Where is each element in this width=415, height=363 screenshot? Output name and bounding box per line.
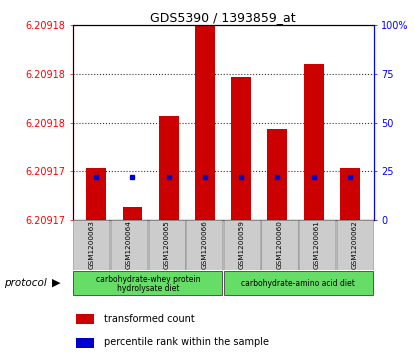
Bar xyxy=(340,168,360,220)
FancyBboxPatch shape xyxy=(224,220,260,270)
Text: percentile rank within the sample: percentile rank within the sample xyxy=(104,337,269,347)
FancyBboxPatch shape xyxy=(149,220,185,270)
Text: protocol: protocol xyxy=(4,278,47,288)
Text: GSM1200065: GSM1200065 xyxy=(164,221,170,269)
Text: GSM1200062: GSM1200062 xyxy=(352,221,358,269)
Bar xyxy=(195,25,215,220)
Text: carbohydrate-whey protein: carbohydrate-whey protein xyxy=(95,275,200,284)
Text: GSM1200059: GSM1200059 xyxy=(239,221,245,269)
Text: GSM1200060: GSM1200060 xyxy=(276,221,283,269)
FancyBboxPatch shape xyxy=(224,271,373,295)
Bar xyxy=(267,129,287,220)
Text: carbohydrate-amino acid diet: carbohydrate-amino acid diet xyxy=(242,279,355,287)
FancyBboxPatch shape xyxy=(111,220,147,270)
FancyBboxPatch shape xyxy=(299,220,335,270)
Text: GSM1200066: GSM1200066 xyxy=(201,221,207,269)
Bar xyxy=(76,314,94,324)
FancyBboxPatch shape xyxy=(337,220,373,270)
Text: transformed count: transformed count xyxy=(104,314,195,324)
Text: GSM1200063: GSM1200063 xyxy=(88,221,95,269)
FancyBboxPatch shape xyxy=(261,220,298,270)
Bar xyxy=(231,77,251,220)
Text: hydrolysate diet: hydrolysate diet xyxy=(117,284,179,293)
FancyBboxPatch shape xyxy=(73,220,110,270)
Bar xyxy=(76,338,94,348)
Text: ▶: ▶ xyxy=(52,277,60,287)
Title: GDS5390 / 1393859_at: GDS5390 / 1393859_at xyxy=(150,11,296,24)
Bar xyxy=(159,116,179,220)
FancyBboxPatch shape xyxy=(186,220,222,270)
Bar xyxy=(304,64,324,220)
FancyBboxPatch shape xyxy=(73,271,222,295)
Text: GSM1200064: GSM1200064 xyxy=(126,221,132,269)
Text: GSM1200061: GSM1200061 xyxy=(314,221,320,269)
Bar xyxy=(122,207,142,220)
Bar xyxy=(86,168,106,220)
